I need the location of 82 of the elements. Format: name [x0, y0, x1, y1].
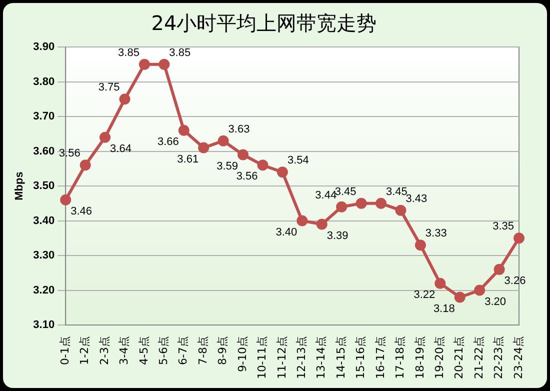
- y-tick-label: 3.70: [33, 110, 55, 123]
- x-tick-label: 8-9点: [216, 336, 230, 366]
- point: [514, 232, 524, 244]
- y-tick-label: 3.40: [33, 214, 55, 227]
- point: [119, 94, 130, 105]
- point: [376, 198, 387, 209]
- point: [454, 292, 466, 303]
- data-label: 3.22: [414, 288, 436, 301]
- data-label: 3.59: [216, 160, 238, 172]
- data-label: 3.56: [236, 170, 258, 183]
- data-label: 3.75: [98, 82, 120, 94]
- x-tick-label: 4-5点: [137, 336, 150, 366]
- data-label: 3.64: [110, 142, 132, 155]
- data-label: 3.66: [157, 136, 179, 148]
- x-tick-label: 2-3点: [98, 336, 111, 366]
- y-tick-label: 3.50: [33, 180, 55, 192]
- x-tick-label: 12-13点: [295, 336, 308, 380]
- data-label: 3.61: [177, 153, 199, 166]
- point: [414, 240, 426, 251]
- x-tick-label: 21-22点: [472, 336, 486, 380]
- y-tick-label: 3.80: [33, 76, 55, 88]
- data-label: 3.33: [425, 228, 447, 240]
- x-tick-label: 1-2点: [78, 336, 92, 366]
- x-tick-label: 13-14点: [314, 336, 328, 380]
- x-tick-label: 14-15点: [334, 336, 348, 380]
- point: [395, 204, 406, 216]
- x-tick-label: 15-16点: [354, 336, 368, 380]
- data-label: 3.45: [386, 186, 408, 198]
- point: [178, 124, 190, 136]
- x-tick-label: 3-4点: [118, 336, 131, 366]
- x-tick-label: 23-24点: [512, 336, 525, 380]
- point: [296, 215, 308, 226]
- point: [494, 264, 505, 275]
- x-tick-label: 16-17点: [374, 336, 387, 380]
- data-label: 3.56: [58, 148, 80, 160]
- point: [336, 201, 348, 212]
- y-tick-label: 3.10: [33, 319, 55, 332]
- point: [316, 218, 328, 230]
- point: [100, 132, 111, 143]
- point: [138, 58, 150, 70]
- data-label: 3.44: [315, 189, 337, 202]
- data-label: 3.63: [228, 123, 250, 136]
- point: [60, 194, 72, 206]
- x-tick-label: 18-19点: [413, 336, 426, 380]
- x-tick-label: 11-12点: [275, 336, 288, 380]
- data-label: 3.40: [276, 226, 298, 238]
- data-label: 3.54: [287, 154, 309, 167]
- x-tick-label: 20-21点: [452, 336, 466, 380]
- y-tick-label: 3.20: [33, 284, 55, 296]
- y-tick-label: 3.30: [33, 250, 55, 262]
- x-tick-label: 0-1点: [58, 336, 72, 366]
- y-tick-label: 3.90: [33, 41, 55, 54]
- x-tick-label: 17-18点: [394, 336, 407, 380]
- point: [474, 284, 486, 296]
- data-label: 3.26: [504, 274, 526, 287]
- data-label: 3.35: [492, 220, 514, 233]
- point: [434, 278, 446, 289]
- data-label: 3.20: [484, 296, 506, 308]
- x-tick-label: 6-7点: [176, 336, 190, 366]
- y-tick-label: 3.60: [33, 145, 55, 158]
- point: [356, 198, 367, 209]
- x-tick-label: 22-23点: [492, 336, 506, 380]
- point: [218, 135, 229, 146]
- x-tick-label: 5-6点: [157, 336, 170, 366]
- x-tick-label: 19-20点: [433, 336, 446, 380]
- point: [257, 160, 268, 171]
- x-tick-label: 9-10点: [236, 336, 249, 372]
- point: [198, 142, 210, 154]
- chart-title: 24小时平均上网带宽走势: [151, 11, 377, 36]
- point: [238, 149, 249, 160]
- x-tick-label: 7-8点: [196, 336, 210, 366]
- point: [80, 160, 91, 171]
- point: [276, 166, 288, 178]
- data-label: 3.39: [326, 230, 348, 242]
- point: [158, 58, 170, 70]
- data-label: 3.85: [169, 46, 191, 59]
- data-label: 3.43: [406, 192, 428, 205]
- y-axis-title: Mbps: [14, 172, 26, 200]
- x-tick-label: 10-11点: [256, 336, 269, 380]
- data-label: 3.85: [118, 46, 140, 59]
- data-label: 3.18: [433, 302, 455, 315]
- data-label: 3.46: [70, 205, 92, 218]
